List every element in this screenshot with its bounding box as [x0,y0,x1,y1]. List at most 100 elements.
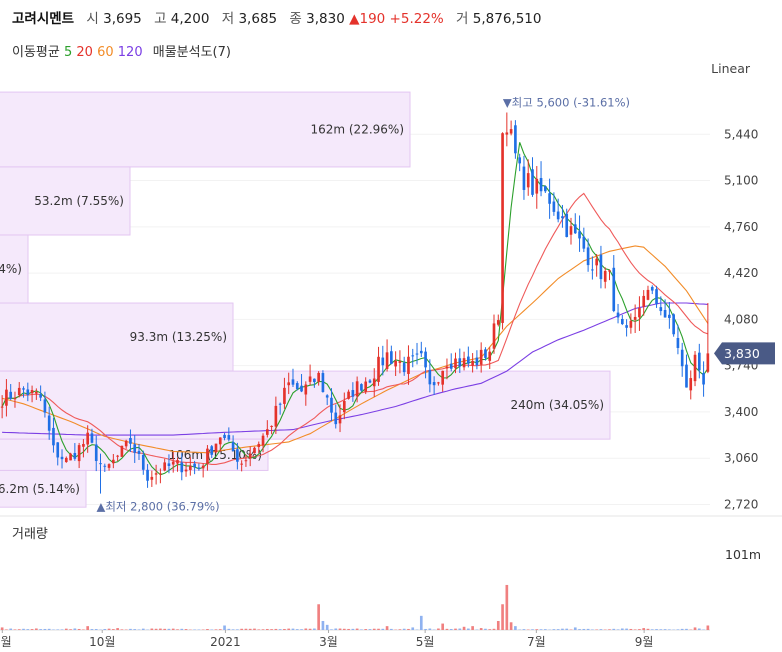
volume-bar [116,628,119,630]
volume-bar [501,604,504,630]
volume-bar [265,628,269,630]
volume-bar [223,625,226,630]
volume-bar [377,628,380,630]
volume-bar [385,626,389,630]
volume-bar [60,629,64,630]
volume-bar [445,628,449,630]
ma120-label[interactable]: 120 [117,45,143,60]
volume-bar [330,629,333,630]
candle-body [347,391,350,399]
candle-body [693,354,697,382]
volume-bar [43,628,47,630]
x-tick-label: 9월 [635,635,654,649]
current-price-label: 3,830 [724,346,760,361]
candle-body [496,320,500,325]
volume-bar [659,629,663,630]
candle-body [342,400,346,413]
y-tick-label: 4,080 [724,312,758,326]
volume-profile-label[interactable]: 매물분석도(7) [152,45,231,60]
ma20-label[interactable]: 20 [76,45,93,60]
candle-body [419,350,423,354]
low-label: 저 [221,11,235,27]
candle-body [163,462,166,471]
scale-toggle[interactable]: Linear [711,61,750,76]
volume-bar [462,626,466,630]
volume-bar [30,629,34,630]
high-label: 고 [154,11,167,27]
candle-body [368,380,372,383]
candle-body [411,355,415,357]
volume-bar [231,629,235,630]
candle-body [43,399,47,413]
volume-bar [706,625,710,630]
volume-profile-label: 36.2m (5.14%) [0,482,80,496]
candle-body [265,429,269,435]
volume-bar [167,628,171,630]
candle-body [30,389,34,394]
candle-body [86,432,90,445]
candle-body [278,403,282,405]
ma60-label[interactable]: 60 [97,45,114,60]
ma-legend[interactable]: 이동평균 5 20 60 120 매물분석도(7) [12,41,231,60]
x-tick-label: 3월 [319,635,338,649]
volume-bar [351,628,355,630]
volume-bar [214,629,218,630]
candle-body [334,412,338,425]
candle-body [603,270,607,282]
candle-body [295,383,299,389]
candle-body [146,469,149,481]
volume-bar [22,628,25,630]
candle-body [287,382,291,386]
volume-bar [317,604,320,630]
volume-bar [484,628,487,630]
candle-body [582,236,586,249]
candle-body [321,373,325,393]
volume-bar [278,629,282,630]
candle-body [488,351,492,361]
volume-bar [227,628,231,630]
candle-body [257,443,261,448]
volume-bar [218,629,222,630]
candle-body [193,463,196,468]
candle-body [479,349,483,365]
candle-body [432,382,436,386]
volume-bar [693,627,697,630]
candle-body [565,213,569,237]
volume-bar [620,628,624,630]
volume-bar [52,629,55,630]
candle-body [424,351,427,368]
candle-body [390,351,393,364]
candle-body [206,448,209,464]
volume-bar [9,628,13,630]
candle-body [668,314,671,319]
candle-body [120,445,124,457]
volume-bar [304,628,308,630]
volume-bar [372,628,376,630]
volume-bar [355,628,359,630]
candles [0,112,710,494]
volume-profile-label: 53.2m (7.55%) [34,194,124,208]
annotations: ▼최고 5,600 (-31.61%) ▲최저 2,800 (36.79%) 3,8… [97,95,775,514]
candle-body [531,169,534,195]
volume-bar [342,628,346,630]
x-tick-label: 7월 [527,635,546,649]
volume-bar [360,629,363,630]
candle-body [573,224,577,234]
candle-body [625,325,628,328]
candle-body [535,178,539,194]
volume-bar [514,626,517,630]
volume-bar [47,628,51,630]
candle-body [680,349,684,367]
volume-bar [64,628,68,630]
candle-body [112,459,115,464]
ma5-label[interactable]: 5 [63,45,73,60]
volume-bar [240,628,243,630]
volume-bar [535,629,539,630]
volume-bar [616,629,620,630]
volume-bar [90,629,94,630]
volume-bar [676,629,680,630]
volume-bar [398,629,402,630]
candle-body [633,316,637,320]
volume-bar [441,623,445,630]
